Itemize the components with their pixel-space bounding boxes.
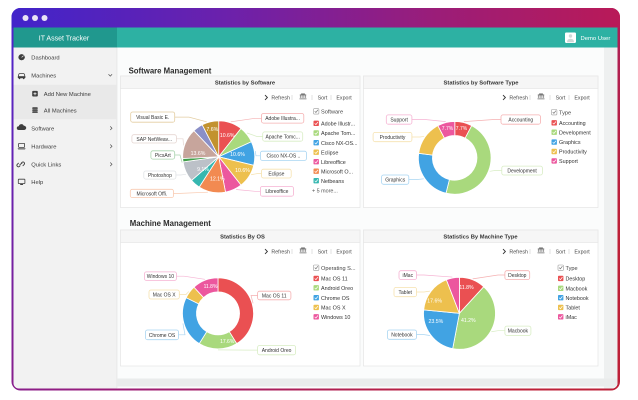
svg-text:Statistics By Machine Type: Statistics By Machine Type	[443, 235, 518, 241]
svg-text:Statistics By OS: Statistics By OS	[220, 235, 265, 241]
svg-text:Refresh: Refresh	[271, 96, 290, 102]
svg-text:Statistics by Software: Statistics by Software	[215, 81, 276, 87]
svg-text:Software Management: Software Management	[129, 66, 212, 75]
svg-text:Netbeans: Netbeans	[321, 179, 344, 185]
svg-text:Mac OS X: Mac OS X	[321, 306, 346, 312]
svg-text:Windows 10: Windows 10	[321, 315, 350, 321]
svg-text:Demo User: Demo User	[581, 36, 611, 42]
svg-text:Graphics: Graphics	[559, 140, 581, 146]
svg-text:12.1%: 12.1%	[210, 176, 225, 182]
svg-text:Apache Tom...: Apache Tom...	[321, 131, 355, 137]
svg-text:11.8%: 11.8%	[459, 285, 474, 291]
svg-text:Development: Development	[559, 130, 591, 136]
svg-text:Refresh: Refresh	[509, 250, 528, 256]
svg-text:Notebook: Notebook	[391, 333, 413, 339]
svg-text:13.6%: 13.6%	[191, 151, 206, 157]
svg-text:Software: Software	[321, 110, 343, 116]
svg-text:41.2%: 41.2%	[461, 318, 476, 324]
svg-text:10.6%: 10.6%	[220, 133, 235, 139]
svg-text:Export: Export	[336, 250, 352, 256]
svg-text:Macbook: Macbook	[508, 329, 529, 335]
svg-text:iMac: iMac	[403, 273, 414, 279]
svg-text:Android Oreo: Android Oreo	[321, 286, 353, 292]
svg-text:Type: Type	[559, 110, 571, 116]
svg-text:Microsoft O...: Microsoft O...	[321, 169, 353, 175]
svg-text:Tablet: Tablet	[566, 306, 581, 312]
svg-text:Libreoffice: Libreoffice	[265, 189, 288, 195]
svg-text:Operating S...: Operating S...	[321, 266, 356, 272]
svg-text:10.6%: 10.6%	[230, 152, 245, 158]
svg-text:Sort: Sort	[318, 250, 328, 256]
svg-text:PicsArt: PicsArt	[155, 153, 171, 159]
svg-text:Windows 10: Windows 10	[147, 274, 174, 280]
svg-text:Export: Export	[574, 250, 590, 256]
svg-text:Microsoft Offi.: Microsoft Offi.	[137, 191, 168, 197]
svg-text:iMac: iMac	[566, 315, 578, 321]
svg-text:+ 5 more...: + 5 more...	[312, 188, 338, 194]
svg-text:Machines: Machines	[31, 74, 56, 80]
svg-text:17.6%: 17.6%	[427, 299, 442, 305]
svg-text:IT Asset Tracker: IT Asset Tracker	[39, 35, 90, 42]
svg-text:Macbook: Macbook	[566, 286, 588, 292]
svg-text:Cisco NX-OS...: Cisco NX-OS...	[321, 141, 358, 147]
svg-text:Support: Support	[559, 159, 578, 165]
svg-text:Export: Export	[574, 96, 590, 102]
svg-text:SAP NetWeav...: SAP NetWeav...	[136, 137, 172, 143]
svg-text:Photoshop: Photoshop	[148, 173, 172, 179]
svg-text:Notebook: Notebook	[566, 296, 589, 302]
svg-text:Mac OS 11: Mac OS 11	[321, 277, 348, 283]
svg-text:Adobe Illustra...: Adobe Illustra...	[265, 116, 300, 122]
svg-text:Chrome OS: Chrome OS	[149, 333, 176, 339]
svg-text:Accounting: Accounting	[559, 121, 586, 127]
svg-text:Apache Tomc...: Apache Tomc...	[266, 135, 300, 141]
svg-text:Hardware: Hardware	[31, 144, 56, 150]
svg-text:7.7%: 7.7%	[456, 126, 468, 132]
svg-text:Mac OS X: Mac OS X	[153, 292, 176, 298]
svg-text:23.5%: 23.5%	[429, 319, 444, 325]
svg-text:Graphics: Graphics	[385, 178, 406, 184]
svg-text:Desktop: Desktop	[508, 273, 527, 279]
svg-text:Desktop: Desktop	[566, 277, 586, 283]
svg-text:Statistics by Software Type: Statistics by Software Type	[444, 81, 520, 87]
svg-text:9.1%: 9.1%	[197, 167, 209, 173]
svg-text:Eclipse: Eclipse	[321, 150, 338, 156]
svg-text:Productivity: Productivity	[559, 150, 587, 156]
svg-text:Type: Type	[566, 266, 578, 272]
svg-text:Development: Development	[507, 169, 537, 175]
svg-text:Productivity: Productivity	[380, 135, 406, 141]
svg-text:Cisco NX-OS ..: Cisco NX-OS ..	[266, 154, 300, 160]
svg-text:10.6%: 10.6%	[235, 168, 250, 174]
svg-text:Sort: Sort	[556, 96, 566, 102]
svg-text:Export: Export	[336, 96, 352, 102]
svg-text:Visual Basic E.: Visual Basic E.	[136, 115, 169, 121]
svg-text:Software: Software	[31, 126, 54, 132]
svg-text:Sort: Sort	[318, 96, 328, 102]
svg-text:17.6%: 17.6%	[220, 339, 235, 345]
svg-text:Machine Management: Machine Management	[130, 219, 211, 228]
svg-text:Accounting: Accounting	[508, 118, 533, 124]
svg-text:Chrome OS: Chrome OS	[321, 296, 350, 302]
svg-text:Adobe Illustr...: Adobe Illustr...	[321, 121, 355, 127]
svg-text:Refresh: Refresh	[271, 250, 290, 256]
svg-text:Eclipse: Eclipse	[268, 172, 284, 178]
svg-text:Refresh: Refresh	[509, 96, 528, 102]
svg-text:Support: Support	[390, 118, 408, 124]
svg-text:7.7%: 7.7%	[442, 126, 454, 132]
svg-text:7.6%: 7.6%	[206, 127, 218, 133]
svg-text:Help: Help	[31, 180, 43, 186]
svg-text:Add New Machine: Add New Machine	[44, 92, 91, 98]
svg-text:Android Oreo: Android Oreo	[262, 348, 292, 354]
svg-text:Dashboard: Dashboard	[31, 55, 59, 61]
svg-text:All Machines: All Machines	[44, 108, 77, 114]
svg-text:Libreoffice: Libreoffice	[321, 160, 346, 166]
svg-text:Sort: Sort	[556, 250, 566, 256]
svg-text:Tablet: Tablet	[399, 290, 413, 296]
svg-text:11.8%: 11.8%	[204, 284, 218, 290]
svg-text:Mac OS 11: Mac OS 11	[262, 293, 287, 299]
svg-text:Quick Links: Quick Links	[31, 162, 61, 168]
